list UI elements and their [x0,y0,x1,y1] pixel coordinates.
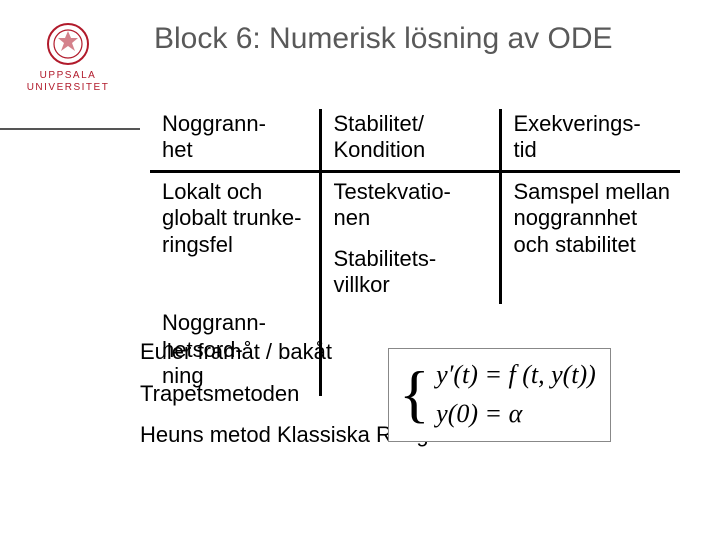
equation-box: { y′(t) = f (t, y(t)) y(0) = α [388,348,611,442]
university-seal-icon [46,22,90,66]
table-cell: Testekvatio-nen Stabilitets-villkor [320,171,500,304]
table-header: Stabilitet/Kondition [320,109,500,171]
table-header: Noggrann-het [150,109,320,171]
equation-line: y′(t) = f (t, y(t)) [436,355,596,394]
university-name: UPPSALA UNIVERSITET [18,70,118,94]
left-brace-icon: { [399,368,430,419]
table-header: Exekverings-tid [500,109,680,171]
table-cell: Samspel mellan noggrannhet och stabilite… [500,171,680,304]
table-cell: Lokalt och globalt trunke-ringsfel [150,171,320,304]
equation-line: y(0) = α [436,394,596,433]
header-divider [0,128,140,130]
slide-title: Block 6: Numerisk lösning av ODE [154,22,613,56]
university-logo-block: UPPSALA UNIVERSITET [18,22,118,94]
